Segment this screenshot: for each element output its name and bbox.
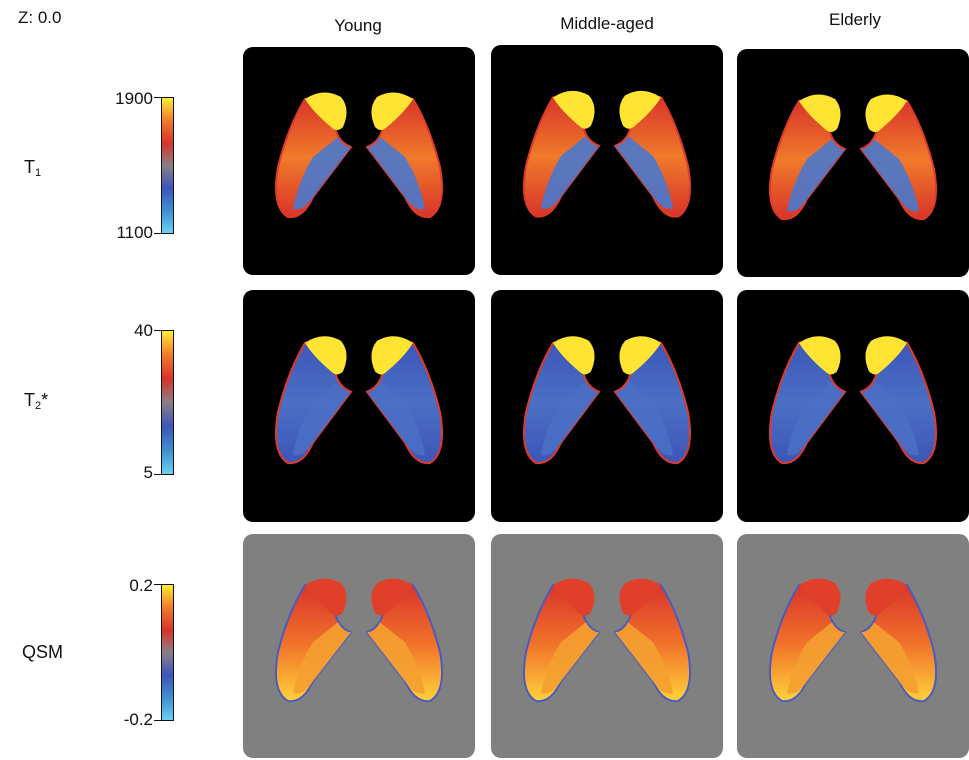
lung-left-cap-t1-young [305, 92, 347, 130]
lung-left-cap-t2star-elderly [799, 336, 841, 375]
colorbar-t1-tick-top [154, 97, 161, 98]
column-title-middle-aged: Middle-aged [560, 14, 654, 33]
row-label-qsm-main: QSM [22, 642, 64, 662]
panel-t1-middle-aged [491, 45, 723, 275]
lung-right-cap-qsm-young [371, 578, 413, 616]
lung-left-cap-t1-elderly [799, 94, 841, 132]
colorbar-t2star-max: 40 [134, 321, 153, 340]
lung-right-inner-t2star-young [367, 381, 425, 456]
lung-left-inner-t1-young [293, 137, 351, 210]
row-label-t2star: T2* [24, 390, 49, 412]
lung-right-cap-t1-middle-aged [619, 90, 661, 129]
map-image-qsm-young [275, 578, 443, 703]
map-image-t2star-middle-aged [523, 336, 691, 465]
lung-right-cap-t2star-middle-aged [619, 336, 661, 375]
row-label-t1: T1 [24, 157, 42, 179]
lung-left-inner-qsm-young [293, 622, 351, 694]
map-image-t2star-elderly [769, 336, 937, 465]
lung-left-inner-t1-middle-aged [541, 135, 599, 209]
lung-right-inner-qsm-middle-aged [615, 622, 673, 694]
lung-left-inner-t2star-young [293, 381, 351, 456]
lung-right-inner-t1-middle-aged [615, 135, 673, 209]
lung-right-cap-t1-young [371, 92, 413, 130]
row-label-t2star-sub: 2 [35, 400, 42, 412]
map-image-t1-middle-aged [523, 90, 691, 218]
colorbar-qsm-tick-top [154, 584, 161, 585]
lung-left-cap-t2star-middle-aged [553, 336, 595, 375]
lung-left-cap-qsm-elderly [799, 578, 841, 616]
colorbar-t1-tick-bottom [154, 233, 161, 234]
panel-qsm-middle-aged [491, 534, 723, 758]
colorbar-qsm-gradient [161, 584, 174, 721]
panel-qsm-young [243, 534, 475, 758]
row-label-qsm: QSM [22, 642, 63, 663]
map-image-t2star-young [275, 336, 443, 465]
column-title-young: Young [334, 16, 382, 35]
row-label-t2star-main: T [24, 390, 35, 410]
row-label-t2star-suffix: * [41, 390, 49, 410]
colorbar-qsm-max: 0.2 [129, 576, 153, 595]
lung-right-cap-t2star-elderly [865, 336, 907, 375]
lung-right-inner-t2star-middle-aged [615, 381, 673, 456]
lung-left-cap-t1-middle-aged [553, 90, 595, 129]
row-label-t1-main: T [24, 157, 35, 177]
column-title-elderly: Elderly [829, 10, 881, 29]
panel-t2star-elderly [737, 290, 969, 522]
lung-left-cap-qsm-middle-aged [553, 578, 595, 616]
lung-right-inner-t1-elderly [861, 139, 919, 212]
panel-qsm-elderly [737, 534, 969, 758]
lung-right-cap-qsm-middle-aged [619, 578, 661, 616]
panel-t1-elderly [737, 49, 969, 277]
lung-right-inner-t2star-elderly [861, 381, 919, 456]
lung-left-inner-t1-elderly [787, 139, 845, 212]
lung-right-inner-t1-young [367, 137, 425, 210]
lung-left-inner-t2star-elderly [787, 381, 845, 456]
colorbar-t2star-gradient [161, 330, 174, 475]
colorbar-qsm-min: -0.2 [123, 710, 153, 729]
slice-label: Z: 0.0 [18, 8, 62, 27]
colorbar-t1-max: 1900 [115, 89, 153, 108]
panel-t1-young [243, 47, 475, 275]
panel-t2star-young [243, 290, 475, 522]
lung-left-cap-t2star-young [305, 336, 347, 375]
map-image-qsm-middle-aged [523, 578, 691, 703]
lung-left-inner-qsm-middle-aged [541, 622, 599, 694]
colorbar-t1-gradient [161, 97, 174, 234]
map-image-t1-young [275, 92, 443, 219]
lung-right-cap-t2star-young [371, 336, 413, 375]
colorbar-qsm-tick-bottom [154, 720, 161, 721]
lung-right-cap-qsm-elderly [865, 578, 907, 616]
colorbar-t1-min: 1100 [116, 223, 153, 242]
lung-left-cap-qsm-young [305, 578, 347, 616]
map-image-t1-elderly [769, 94, 937, 221]
map-image-qsm-elderly [769, 578, 937, 703]
lung-left-inner-t2star-middle-aged [541, 381, 599, 456]
lung-right-inner-qsm-young [367, 622, 425, 694]
lung-right-cap-t1-elderly [865, 94, 907, 132]
colorbar-t2star-min: 5 [143, 463, 153, 482]
lung-left-inner-qsm-elderly [787, 622, 845, 694]
colorbar-t2star-tick-top [154, 330, 161, 331]
colorbar-t2star-tick-bottom [154, 474, 161, 475]
lung-right-inner-qsm-elderly [861, 622, 919, 694]
row-label-t1-sub: 1 [35, 167, 42, 179]
panel-t2star-middle-aged [491, 290, 723, 522]
